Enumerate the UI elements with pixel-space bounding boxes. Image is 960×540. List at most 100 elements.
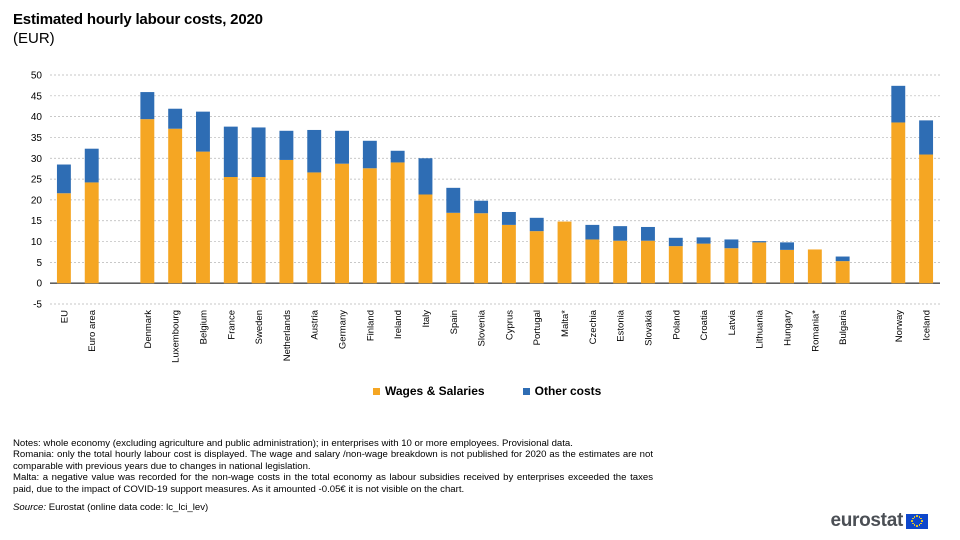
x-tick-label: Luxembourg (171, 310, 182, 363)
source-label: Source: (13, 502, 47, 513)
bar-other (613, 226, 628, 241)
bar-other (891, 85, 906, 123)
bar-wages (780, 249, 794, 284)
flag-star-icon (918, 516, 921, 518)
flag-star-icon (912, 517, 914, 520)
bar-wages (418, 194, 433, 284)
bar-wages (613, 240, 628, 284)
bar-other (390, 150, 405, 163)
bar-wages (835, 261, 850, 284)
bar-wages (724, 248, 739, 284)
bar-other (752, 241, 767, 243)
bar-other (724, 239, 739, 249)
flag-star-icon (913, 524, 916, 526)
note-general: Notes: whole economy (excluding agricult… (13, 438, 573, 449)
x-tick-label: Netherlands (282, 310, 293, 361)
chart-legend: Wages & Salaries Other costs (373, 384, 601, 398)
bar-other (251, 127, 266, 178)
legend-swatch-wages (373, 387, 380, 395)
flag-star-icon (916, 515, 918, 517)
bar-wages (807, 249, 822, 284)
flag-star-icon (918, 524, 921, 526)
x-tick-label: Ireland (393, 310, 404, 339)
chart-notes: Notes: whole economy (excluding agricult… (13, 438, 653, 495)
bar-other (919, 120, 934, 155)
y-tick-label: 5 (36, 258, 42, 269)
bar-other (474, 200, 489, 214)
bar-wages (668, 246, 683, 284)
bar-wages (140, 119, 155, 284)
bar-other (140, 92, 155, 120)
chart-subtitle: (EUR) (13, 30, 55, 47)
bar-wages (474, 213, 489, 284)
bar-wages (362, 168, 377, 284)
x-tick-label: Slovenia (477, 309, 488, 346)
bar-wages (168, 128, 183, 284)
x-tick-label: Czechia (588, 309, 599, 344)
bar-other (585, 224, 600, 240)
x-tick-label: Croatia (699, 309, 710, 340)
bar-chart: -5 0 5 10 15 20 25 30 35 40 45 50 EU Euro area Denmark… (31, 71, 940, 363)
x-tick-label: Euro area (87, 309, 98, 351)
legend-label-other: Other costs (534, 384, 602, 398)
bar-wages (196, 151, 210, 284)
bar-other (56, 164, 71, 194)
x-tick-label: Latvia (727, 309, 738, 335)
x-tick-label: Bulgaria (838, 309, 849, 345)
bar-wages (641, 240, 655, 284)
bar-wages (84, 182, 99, 284)
legend-item-other: Other costs (522, 384, 602, 398)
bar-other (696, 237, 711, 244)
bar-wages (223, 177, 238, 284)
bar-wages (390, 162, 405, 284)
bar-wages (251, 177, 266, 284)
x-tick-label: Sweden (254, 310, 265, 344)
bar-wages (585, 239, 600, 284)
note-malta: Malta: a negative value was recorded for… (13, 472, 653, 495)
flag-star-icon (920, 517, 922, 520)
flag-star-icon (913, 516, 916, 518)
bar-other (668, 237, 683, 247)
bar-other (168, 108, 183, 129)
x-tick-label: Germany (338, 310, 349, 349)
bar-wages (891, 122, 906, 284)
y-tick-label: 20 (31, 195, 43, 206)
x-tick-label: Iceland (922, 310, 933, 341)
x-tick-label: Spain (449, 310, 460, 334)
legend-item-wages: Wages & Salaries (373, 384, 485, 398)
bar-wages (752, 242, 767, 284)
x-tick-label: Lithuania (755, 309, 766, 348)
x-tick-label: Denmark (143, 310, 154, 349)
bar-other (362, 140, 377, 169)
y-tick-label: 10 (31, 237, 43, 248)
bar-wages (335, 163, 349, 284)
x-tick-label: Austria (310, 309, 321, 339)
y-tick-label: -5 (33, 300, 42, 311)
flag-star-icon (911, 520, 913, 522)
bar-other (335, 130, 349, 164)
bar-wages (501, 224, 516, 284)
x-tick-label: EU (59, 310, 70, 323)
bar-other (196, 111, 210, 152)
bar-other (223, 126, 238, 178)
x-tick-label: Norway (894, 310, 905, 342)
flag-star-icon (920, 522, 922, 525)
x-tick-label: Malta* (560, 310, 571, 337)
bar-other (418, 158, 433, 195)
bar-wages (446, 212, 461, 284)
bar-wages (529, 231, 544, 284)
bar-wages (696, 243, 711, 284)
y-tick-label: 45 (31, 91, 43, 102)
flag-star-icon (921, 520, 923, 522)
x-tick-label: Italy (421, 310, 432, 328)
x-tick-label: Belgium (198, 310, 209, 344)
y-tick-label: 25 (31, 175, 43, 186)
bar-wages (279, 159, 294, 284)
bar-other (84, 148, 99, 183)
chart-title: Estimated hourly labour costs, 2020 (13, 11, 263, 28)
eurostat-logo-text: eurostat (830, 510, 903, 531)
eurostat-logo: eurostat (830, 510, 928, 532)
x-tick-label: Finland (365, 310, 376, 341)
bar-wages (557, 221, 572, 284)
bar-other (529, 217, 544, 232)
